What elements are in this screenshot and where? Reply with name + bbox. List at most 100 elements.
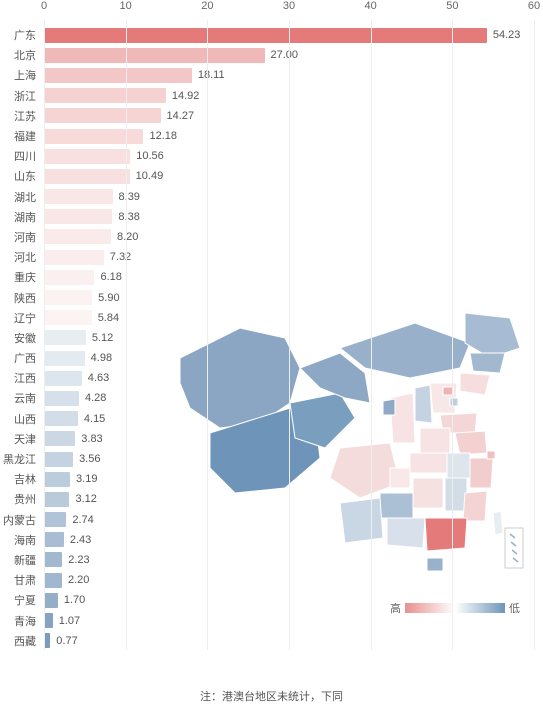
bar-value: 10.56 — [136, 150, 164, 162]
bar-label: 山东 — [0, 168, 40, 184]
map-region-zhejiang — [470, 458, 493, 488]
bar-rect — [44, 613, 53, 628]
bar-rect — [44, 330, 86, 345]
bar-row: 湖南8.38 — [0, 207, 543, 227]
bar-label: 陕西 — [0, 290, 40, 306]
bar-value: 2.23 — [68, 554, 89, 566]
china-map — [165, 293, 525, 593]
bar-label: 上海 — [0, 67, 40, 83]
bar-value: 14.92 — [172, 90, 200, 102]
grid-line — [207, 20, 208, 650]
legend-high-label: 高 — [390, 600, 401, 616]
map-svg — [165, 293, 525, 593]
bar-rect — [44, 431, 75, 446]
bar-label: 浙江 — [0, 88, 40, 104]
bar-rect — [44, 88, 166, 103]
bar-row: 河南8.20 — [0, 227, 543, 247]
bar-rect — [44, 552, 62, 567]
bar-value: 2.20 — [68, 574, 89, 586]
grid-line — [452, 20, 453, 650]
bar-label: 贵州 — [0, 491, 40, 507]
bar-label: 湖北 — [0, 189, 40, 205]
bar-value: 18.11 — [198, 69, 225, 81]
legend-low-label: 低 — [509, 600, 520, 616]
x-axis-tick: 60 — [528, 0, 540, 12]
bar-label: 广西 — [0, 350, 40, 366]
map-region-anhui — [447, 453, 470, 478]
bar-rect — [44, 371, 82, 386]
bar-rect — [44, 472, 70, 487]
bar-label: 江苏 — [0, 108, 40, 124]
bar-value: 4.28 — [85, 392, 106, 404]
bar-value: 3.12 — [75, 493, 96, 505]
x-axis-tick: 0 — [41, 0, 47, 12]
bar-label: 湖南 — [0, 209, 40, 225]
bar-row: 北京27.00 — [0, 45, 543, 65]
bar-rect — [44, 310, 92, 325]
grid-line — [534, 20, 535, 650]
map-region-henan — [420, 428, 450, 453]
map-island-dash — [512, 550, 517, 554]
map-region-yunnan — [340, 498, 383, 543]
bar-label: 西藏 — [0, 633, 40, 649]
bar-label: 吉林 — [0, 471, 40, 487]
bar-value: 10.49 — [136, 170, 164, 182]
x-axis-tick: 10 — [120, 0, 132, 12]
bar-value: 4.98 — [91, 352, 112, 364]
bar-row: 重庆 6.18 — [0, 267, 543, 287]
bar-rect — [44, 512, 66, 527]
bar-label: 广东 — [0, 27, 40, 43]
bar-row: 上海 18.11 — [0, 65, 543, 85]
grid-line — [371, 20, 372, 650]
map-island-dash — [510, 534, 515, 538]
bar-label: 江西 — [0, 370, 40, 386]
x-axis-top: 0102030405060 — [44, 0, 534, 20]
bar-rect — [44, 68, 192, 83]
bar-label: 新疆 — [0, 552, 40, 568]
bar-value: 4.15 — [84, 413, 105, 425]
map-region-taiwan — [493, 511, 503, 535]
bar-value: 0.77 — [56, 635, 77, 647]
bar-value: 7.32 — [110, 251, 131, 263]
bar-rect — [44, 290, 92, 305]
map-region-hainan — [427, 558, 443, 571]
bar-row: 江苏14.27 — [0, 106, 543, 126]
bar-value: 1.70 — [64, 594, 85, 606]
bar-rect — [44, 250, 104, 265]
bar-row: 湖北 8.39 — [0, 187, 543, 207]
bar-value: 5.84 — [98, 312, 119, 324]
bar-rect — [44, 351, 85, 366]
bar-rect — [44, 411, 78, 426]
bar-rect — [44, 229, 111, 244]
map-region-guangdong — [425, 518, 467, 551]
bar-label: 内蒙古 — [0, 512, 40, 528]
bar-row: 浙江 14.92 — [0, 86, 543, 106]
bar-rect — [44, 573, 62, 588]
bar-value: 2.43 — [70, 534, 91, 546]
map-region-tianjin — [450, 398, 458, 406]
bar-value: 8.39 — [119, 191, 140, 203]
bar-value: 2.74 — [72, 514, 93, 526]
grid-line — [126, 20, 127, 650]
bar-label: 福建 — [0, 128, 40, 144]
x-axis-tick: 50 — [446, 0, 458, 12]
x-axis-tick: 20 — [201, 0, 213, 12]
bar-label: 山西 — [0, 411, 40, 427]
bar-rect — [44, 108, 161, 123]
bar-row: 河北7.32 — [0, 247, 543, 267]
map-region-ningxia — [383, 399, 395, 415]
chart-container: 0102030405060 广东54.23北京27.00上海18.11浙江14.… — [0, 0, 543, 714]
bar-row: 福建12.18 — [0, 126, 543, 146]
map-region-hubei — [410, 453, 447, 473]
map-region-jiangsu — [455, 431, 487, 455]
bar-rect — [44, 169, 130, 184]
map-region-heilongjiang — [465, 313, 520, 358]
grid-line — [289, 20, 290, 650]
x-axis-tick: 30 — [283, 0, 295, 12]
bar-label: 黑龙江 — [0, 451, 40, 467]
bar-value: 27.00 — [271, 49, 299, 61]
map-region-fujian — [463, 491, 487, 521]
bar-label: 重庆 — [0, 269, 40, 285]
bar-value: 6.18 — [100, 271, 121, 283]
map-region-shanghai — [487, 451, 495, 459]
